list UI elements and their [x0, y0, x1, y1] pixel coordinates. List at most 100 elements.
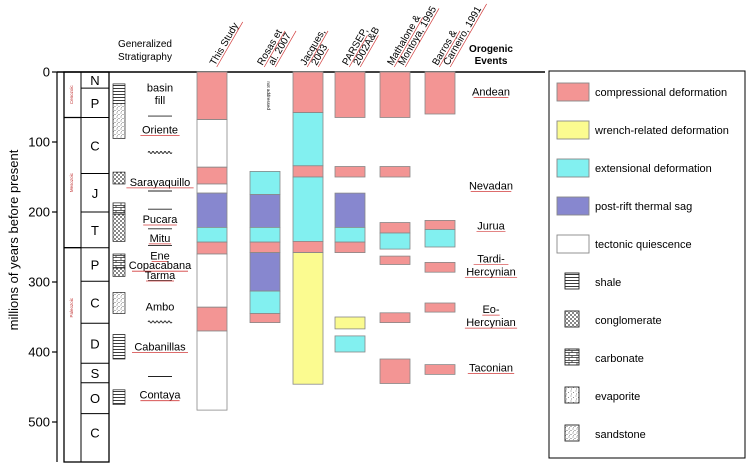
formation-label: fill: [155, 95, 165, 107]
period-label: C: [90, 426, 99, 441]
orogenic-events: AndeanNevadanJuruaTardi-HercynianEo-Herc…: [464, 87, 518, 374]
bar-compressional: [196, 241, 228, 255]
study-header-underline: [348, 35, 368, 68]
lithology-shale: [112, 83, 126, 104]
period-label: C: [90, 295, 99, 310]
bar-thermal: [334, 192, 366, 228]
study-column: PARSEP,2002A&B: [334, 25, 382, 353]
lithology-sandstone: [112, 292, 126, 314]
legend-swatch-sandstone: [564, 424, 580, 442]
era-label: Cenozoic: [69, 85, 74, 105]
stratigraphy-header-line1: Generalized: [118, 39, 172, 50]
orogenic-header-line2: Events: [475, 56, 508, 67]
formation-label: Tarma: [145, 270, 176, 282]
lithology-sandstone: [112, 103, 126, 139]
period-label: P: [91, 96, 100, 111]
study-header-underline: [216, 21, 244, 68]
bar-compressional: [424, 71, 456, 115]
study-header-underline: [274, 30, 297, 68]
study-header-underline: [317, 48, 329, 68]
unconformity-mark: [147, 151, 173, 154]
bar-compressional: [196, 166, 228, 185]
study-header-underline: [359, 35, 379, 68]
study-header-underline: [404, 8, 440, 68]
bar-thermal: [249, 252, 281, 292]
study-header-underline: [438, 30, 461, 68]
orogenic-header-line1: Orogenic: [469, 44, 513, 55]
legend-label-sandstone: sandstone: [595, 429, 646, 441]
bar-compressional: [334, 166, 366, 178]
bar-extensional: [379, 232, 411, 250]
orogenic-event-label: Andean: [472, 87, 510, 99]
legend-swatch-compressional: [556, 82, 590, 102]
bar-compressional: [249, 313, 281, 324]
not-addressed-note: not addressed: [266, 81, 271, 110]
bar-thermal: [196, 192, 228, 228]
y-axis-label: millions of years before present: [6, 149, 21, 330]
bar-compressional: [249, 241, 281, 254]
bar-compressional: [292, 165, 324, 178]
bar-extensional: [334, 226, 366, 243]
stratigraphy-header-line2: Stratigraphy: [118, 52, 172, 63]
era-label: Mesozoic: [69, 172, 74, 192]
lithology-shale: [112, 334, 126, 360]
legend-label-quiescence: tectonic quiescence: [595, 239, 692, 251]
legend-swatch-extensional: [556, 158, 590, 178]
formation-label: Contaya: [140, 390, 182, 402]
bar-compressional: [424, 219, 456, 230]
study-header-underline: [263, 30, 286, 68]
legend-label-conglomerate: conglomerate: [595, 315, 662, 327]
age-axis: 0 100 200 300 400 500: [28, 65, 545, 462]
era-label: Paleozoic: [69, 297, 74, 317]
period-label: S: [91, 366, 100, 381]
bar-compressional: [379, 222, 411, 234]
period-label: P: [91, 258, 100, 273]
formation-label: Cabanillas: [134, 341, 186, 353]
period-label: J: [92, 186, 99, 201]
bar-quiescence: [196, 119, 228, 168]
axis-tick-label: 100: [28, 135, 50, 150]
bar-compressional: [334, 71, 366, 118]
period-column-frame: [63, 71, 110, 463]
period-label: C: [90, 139, 99, 154]
formation-label: Mitu: [150, 233, 171, 245]
study-header-underline: [393, 17, 424, 68]
study-column: This Study: [196, 21, 244, 411]
formation-label: Ambo: [146, 302, 175, 314]
bar-compressional: [334, 241, 366, 254]
bar-compressional: [379, 166, 411, 178]
bar-quiescence: [196, 253, 228, 308]
orogenic-event-label: Tardi-: [477, 254, 505, 266]
unconformity-mark: [147, 320, 173, 324]
bar-extensional: [196, 226, 228, 243]
legend-swatch-evaporite: [564, 386, 580, 404]
legend-swatch-thermal: [556, 196, 590, 216]
legend-label-extensional: extensional deformation: [595, 163, 712, 175]
legend-swatch-wrench: [556, 120, 590, 140]
bar-extensional: [249, 226, 281, 243]
period-label: N: [90, 73, 99, 88]
bar-compressional: [424, 302, 456, 313]
legend-label-compressional: compressional deformation: [595, 87, 727, 99]
bar-compressional: [379, 71, 411, 118]
formation-label: Copacabana: [129, 260, 192, 272]
orogenic-event-label: Taconian: [469, 362, 513, 374]
lithology-carbonate: [112, 253, 126, 269]
bar-quiescence: [196, 330, 228, 411]
bar-compressional: [424, 261, 456, 273]
bar-compressional: [196, 71, 228, 120]
bar-compressional: [379, 255, 411, 265]
legend-swatch-shale: [564, 272, 580, 290]
bar-thermal: [249, 194, 281, 228]
orogenic-event-label: Nevadan: [469, 180, 513, 192]
lithology-shale: [112, 389, 126, 405]
study-header-underline: [306, 30, 329, 68]
axis-tick-label: 0: [43, 65, 50, 80]
period-label: O: [90, 391, 100, 406]
bar-extensional: [424, 229, 456, 248]
bar-extensional: [334, 335, 366, 353]
bar-compressional: [196, 306, 228, 332]
